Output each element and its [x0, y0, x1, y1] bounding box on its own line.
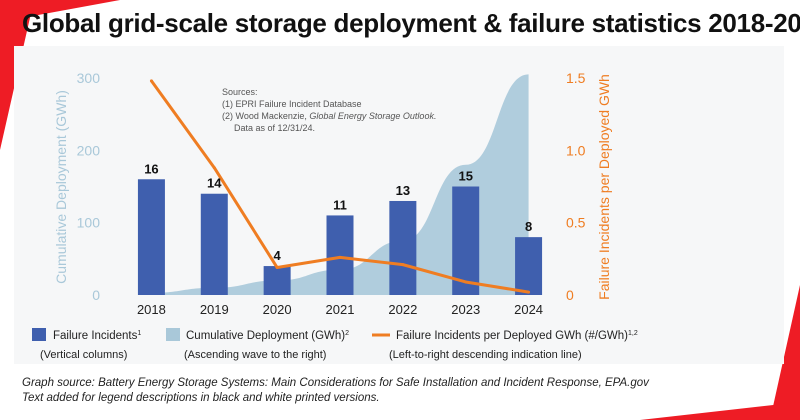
legend-label-cumulative-deployment: Cumulative Deployment (GWh)2: [186, 330, 349, 342]
y-tick-0: 0: [92, 287, 100, 303]
line-point-2020: [275, 266, 279, 270]
legend-note-cumulative-deployment: (Ascending wave to the right): [184, 349, 326, 361]
y2-tick-0.5: 0.5: [566, 215, 586, 231]
sources-line-3: Data as of 12/31/24.: [234, 123, 315, 133]
x-tick-2023: 2023: [451, 302, 480, 317]
bar-label-2022: 13: [396, 183, 410, 198]
line-point-2019: [212, 166, 216, 170]
sources-line-2-title: Global Energy Storage Outlook.: [309, 111, 436, 121]
page-title: Global grid-scale storage deployment & f…: [22, 8, 800, 38]
line-point-2023: [464, 280, 468, 284]
footer-source: Graph source: Battery Energy Storage Sys…: [22, 377, 649, 389]
y2-axis-title: Failure Incidents per Deployed GWh: [596, 74, 612, 300]
bar-label-2021: 11: [333, 197, 347, 212]
legend-swatch-failure-incidents: [32, 328, 46, 341]
line-point-2022: [401, 263, 405, 267]
bar-label-2020: 4: [274, 248, 282, 263]
x-tick-2024: 2024: [514, 302, 543, 317]
deployment-area: [151, 74, 529, 295]
legend-label-failure-incidents: Failure Incidents1: [53, 330, 141, 342]
bar-label-2018: 16: [144, 161, 158, 176]
bar-2018: [137, 179, 165, 295]
y-tick-300: 300: [77, 70, 101, 86]
legend-note-incidents-per-gwh: (Left-to-right descending indication lin…: [389, 349, 582, 361]
sources-heading: Sources:: [222, 87, 258, 97]
bar-2023: [452, 186, 480, 295]
line-point-2018: [149, 79, 153, 83]
x-tick-2022: 2022: [388, 302, 417, 317]
corner-accent-bottom-right-edge: [640, 402, 800, 420]
chart: 2018 2019 2020 2021 2022 2023 2024 0 100 200 300 0 0…: [32, 70, 638, 361]
x-tick-2019: 2019: [200, 302, 229, 317]
sources-line-2-prefix: (2) Wood Mackenzie,: [222, 111, 309, 121]
bar-2024: [515, 237, 543, 295]
legend-swatch-cumulative-deployment: [166, 328, 180, 341]
footer-caption: Graph source: Battery Energy Storage Sys…: [22, 376, 649, 406]
y2-tick-0: 0: [566, 287, 574, 303]
sources-line-1: (1) EPRI Failure Incident Database: [222, 99, 362, 109]
y-axis-title: Cumulative Deployment (GWh): [53, 90, 69, 284]
bar-2020: [263, 266, 291, 295]
line-point-2024: [527, 290, 531, 294]
legend-label-incidents-per-gwh: Failure Incidents per Deployed GWh (#/GW…: [396, 330, 638, 342]
x-tick-2021: 2021: [326, 302, 355, 317]
legend-note-failure-incidents: (Vertical columns): [40, 349, 127, 361]
sources-line-2: (2) Wood Mackenzie, Global Energy Storag…: [222, 111, 436, 121]
y2-tick-1.0: 1.0: [566, 142, 586, 158]
bar-2022: [389, 200, 417, 295]
bar-label-2019: 14: [207, 176, 222, 191]
bar-2021: [326, 215, 354, 295]
line-point-2021: [338, 255, 342, 259]
y2-tick-1.5: 1.5: [566, 70, 586, 86]
x-tick-2020: 2020: [263, 302, 292, 317]
bar-label-2023: 15: [458, 169, 472, 184]
y-tick-100: 100: [77, 215, 101, 231]
legend: Failure Incidents1 (Vertical columns) Cu…: [32, 328, 638, 361]
footer-note: Text added for legend descriptions in bl…: [22, 392, 380, 404]
y-tick-200: 200: [77, 142, 101, 158]
bar-2019: [200, 193, 228, 295]
x-tick-2018: 2018: [137, 302, 166, 317]
bar-label-2024: 8: [525, 219, 532, 234]
